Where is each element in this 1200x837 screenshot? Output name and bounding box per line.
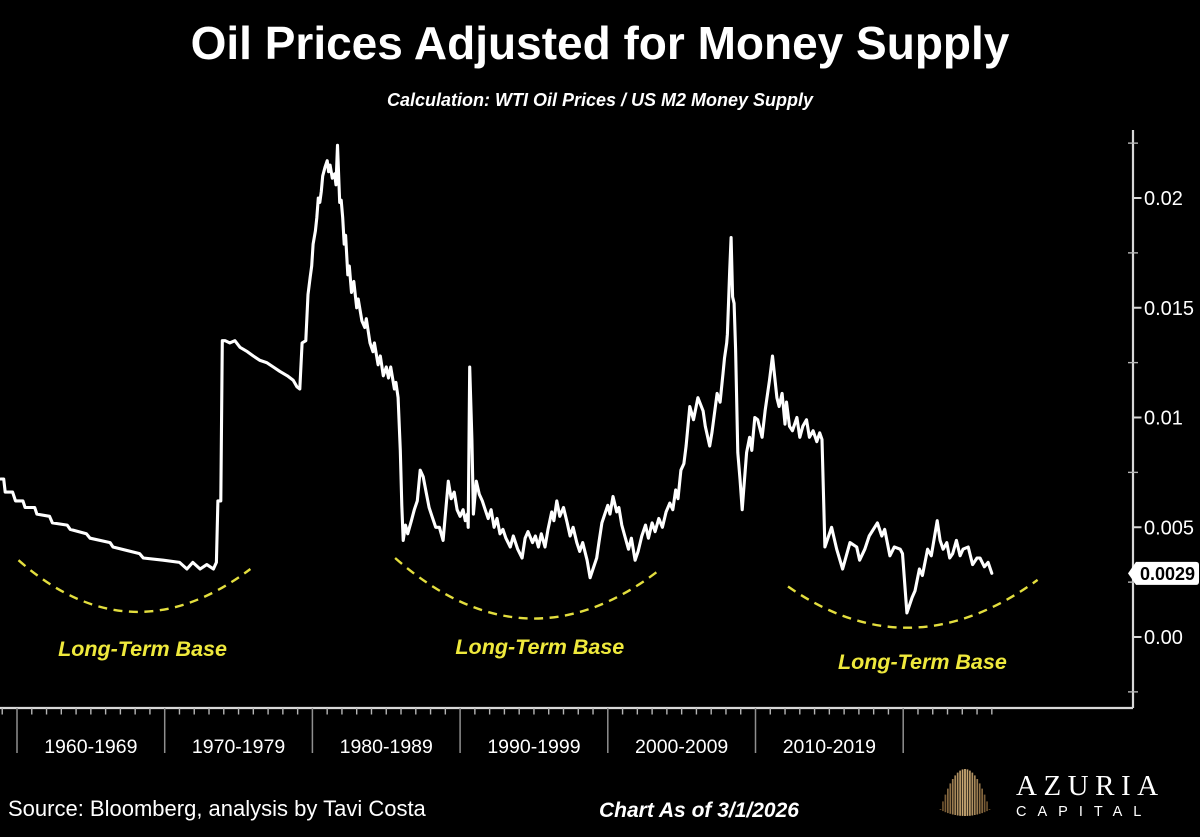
decade-label: 2010-2019 [783, 736, 876, 758]
y-tick-label: 0.015 [1144, 298, 1194, 320]
logo-text: AZURIA CAPITAL [1016, 769, 1165, 821]
long-term-base-label: Long-Term Base [838, 650, 1007, 674]
chart-as-of: Chart As of 3/1/2026 [599, 799, 799, 822]
spire-fan-icon [939, 769, 991, 816]
last-value-label: 0.0029 [1140, 564, 1195, 584]
decade-label: 1970-1979 [192, 736, 285, 758]
long-term-base-arc [17, 559, 252, 614]
logo-name: AZURIA [1016, 769, 1165, 802]
long-term-base-arc [787, 578, 1039, 629]
source-note: Source: Bloomberg, analysis by Tavi Cost… [8, 796, 426, 821]
chart-subtitle: Calculation: WTI Oil Prices / US M2 Mone… [386, 90, 814, 110]
y-tick-label: 0.005 [1144, 517, 1194, 539]
decade-label: 1960-1969 [44, 736, 137, 758]
long-term-base-label: Long-Term Base [58, 637, 227, 661]
price-line [0, 143, 994, 615]
decade-label: 1980-1989 [340, 736, 433, 758]
azuria-capital-logo: AZURIA CAPITAL [938, 764, 1165, 820]
logo-subname: CAPITAL [1016, 803, 1153, 820]
decade-label: 1990-1999 [487, 736, 580, 758]
y-tick-label: 0.00 [1144, 627, 1183, 649]
last-value-callout [1128, 561, 1199, 585]
y-tick-label: 0.02 [1144, 188, 1183, 210]
long-term-base-label: Long-Term Base [455, 635, 624, 659]
page-title: Oil Prices Adjusted for Money Supply [190, 17, 1010, 69]
decade-label: 2000-2009 [635, 736, 728, 758]
long-term-base-arc [394, 557, 659, 620]
y-tick-label: 0.01 [1144, 408, 1183, 430]
